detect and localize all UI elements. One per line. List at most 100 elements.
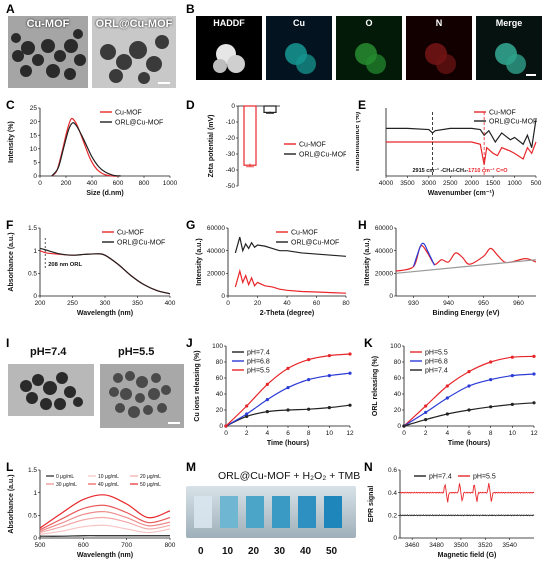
x-tick-label: 2	[424, 430, 428, 437]
x-tick-label: 6	[467, 430, 471, 437]
legend-label: pH=5.5	[247, 367, 270, 374]
eds-map-cu: Cu	[266, 16, 332, 80]
x-tick-label: 600	[113, 180, 124, 187]
tem-particles-cu-mof	[11, 29, 86, 80]
x-tick-label: 400	[87, 180, 98, 187]
series-line	[39, 250, 171, 295]
x-tick-label: 4	[266, 430, 270, 437]
y-axis-title: Absorbance (a.u.)	[8, 474, 15, 533]
series-line	[403, 355, 535, 427]
panel-label-d: D	[186, 98, 195, 112]
y-axis-title: Intensity (a.u.)	[364, 238, 371, 285]
legend-label: ORL@Cu-MOF	[489, 118, 537, 125]
y-tick-label: 1	[33, 248, 37, 255]
y-tick-label: 0	[219, 423, 223, 430]
data-point	[489, 378, 493, 382]
x-tick-label: 400	[165, 300, 176, 307]
data-point	[467, 370, 471, 374]
data-point	[307, 407, 311, 411]
data-point	[265, 410, 269, 414]
y-tick-label: 0	[221, 293, 225, 300]
x-tick-label: 0	[38, 180, 42, 187]
panel-label-f: F	[6, 218, 14, 232]
y-tick-label: -20	[226, 135, 236, 142]
panel-label-a: A	[6, 2, 15, 16]
y-tick-label: 80	[394, 359, 402, 366]
y-tick-label: 1.5	[28, 467, 37, 474]
series-line	[39, 524, 171, 535]
x-axis-title: Wavelength (nm)	[77, 552, 133, 559]
tem-caption-orl-cu-mof: ORL@Cu-MOF	[95, 18, 173, 30]
x-tick-label: 1000	[507, 180, 522, 187]
eds-map-n: N	[406, 16, 472, 80]
legend-label: pH=7.4	[425, 367, 448, 374]
series-line	[395, 259, 537, 274]
data-point	[510, 402, 514, 406]
y-tick-label: -50	[226, 183, 236, 190]
series-line	[39, 510, 171, 532]
data-point	[445, 384, 449, 388]
data-point	[348, 403, 352, 407]
y-tick-label: 100	[212, 343, 223, 350]
x-tick-label: 0	[402, 430, 406, 437]
tmb-assay-title: ORL@Cu-MOF + H₂O₂ + TMB	[218, 470, 361, 482]
x-tick-label: 12	[530, 430, 538, 437]
y-tick-label: 0	[389, 293, 393, 300]
x-tick-label: 60	[313, 300, 321, 307]
y-tick-label: 20	[30, 119, 38, 126]
y-tick-label: 20000	[207, 271, 225, 278]
eds-title-haddf: HADDF	[213, 18, 245, 28]
y-tick-label: 0	[397, 423, 401, 430]
legend-label: Cu-MOF	[299, 141, 326, 148]
data-point	[327, 354, 331, 358]
tem-image-ph55	[100, 364, 184, 428]
x-tick-label: 10	[326, 430, 334, 437]
x-tick-label: 20	[254, 300, 262, 307]
data-point	[445, 396, 449, 400]
y-tick-label: 20	[394, 407, 402, 414]
panel-label-i: I	[6, 336, 10, 350]
x-axis-title: Size (d.nm)	[86, 190, 123, 197]
concentration-label: 0	[198, 546, 204, 557]
y-tick-label: 100	[390, 343, 401, 350]
x-tick-label: 3540	[502, 542, 517, 549]
data-point	[245, 414, 249, 418]
legend-label: Cu-MOF	[291, 229, 318, 236]
x-tick-label: 200	[61, 180, 72, 187]
x-tick-label: 3500	[454, 542, 469, 549]
y-tick-label: 25	[30, 105, 38, 112]
data-point	[286, 408, 290, 412]
panel-label-h: H	[358, 218, 367, 232]
y-tick-label: 0.4	[388, 490, 397, 497]
panel-label-n: N	[364, 460, 373, 474]
series-line	[51, 117, 121, 177]
data-point	[224, 424, 228, 428]
y-axis-title: EPR signal	[368, 486, 375, 523]
concentration-label: 20	[248, 546, 260, 557]
series-line	[403, 373, 535, 427]
legend-label: pH=7.4	[247, 349, 270, 356]
x-tick-label: 500	[531, 180, 542, 187]
y-tick-label: 15	[30, 132, 38, 139]
chart-h-xps: 930 940 950 960 0 20000 40000 60000 Binding Ener…	[364, 225, 537, 317]
y-axis-title: Intensity (a.u.)	[196, 238, 203, 285]
tem-particles-ph74	[20, 372, 83, 410]
data-point	[424, 418, 428, 422]
panel-label-j: J	[186, 336, 193, 350]
x-tick-label: 600	[78, 542, 89, 549]
x-tick-label: 12	[346, 430, 354, 437]
y-tick-label: 40000	[375, 248, 393, 255]
y-axis-title: ORL releasing (%)	[372, 356, 379, 416]
y-tick-label: 20	[216, 407, 224, 414]
x-tick-label: 3460	[405, 542, 420, 549]
x-tick-label: 350	[132, 300, 143, 307]
y-axis-title: Absorbance (a.u.)	[8, 232, 15, 291]
y-tick-label: 0	[33, 535, 37, 542]
panel-label-e: E	[358, 98, 367, 112]
legend-label: pH=7.4	[429, 473, 452, 480]
panel-label-l: L	[6, 460, 14, 474]
x-tick-label: 950	[478, 300, 489, 307]
legend-label: ORL@Cu-MOF	[299, 151, 346, 158]
x-axis-title: Magnetic field (G)	[438, 552, 497, 559]
series-line	[412, 242, 436, 267]
